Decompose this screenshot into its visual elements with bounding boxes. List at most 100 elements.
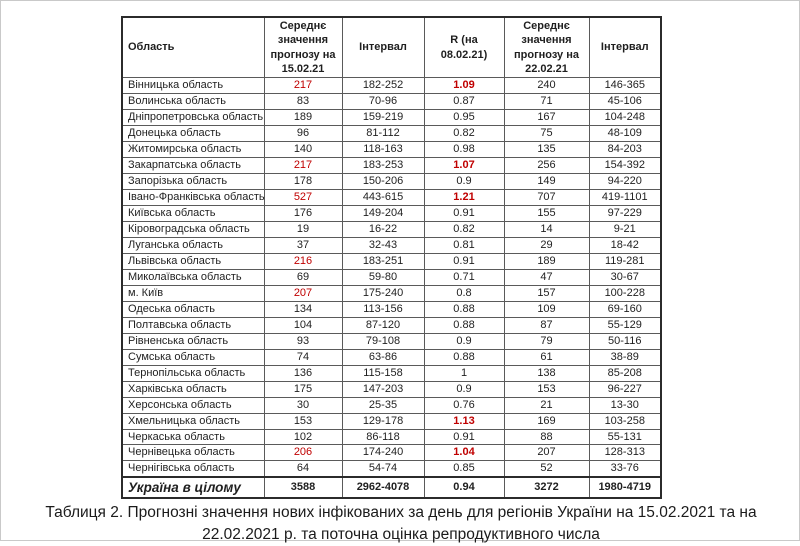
r-value: 0.81 [423,236,505,254]
region-name: Сумська область [121,348,265,366]
interval-15-value: 86-118 [341,428,425,446]
region-name: Вінницька область [121,77,265,95]
forecast-22-value: 707 [503,188,590,206]
interval-22-value: 119-281 [588,252,662,270]
interval-22-value: 104-248 [588,109,662,127]
region-name: Закарпатська область [121,157,265,174]
forecast-15-value: 176 [263,204,343,222]
forecast-15-value: 189 [263,109,343,127]
forecast-15-value: 216 [263,252,343,270]
forecast-15-value: 69 [263,268,343,286]
region-name: м. Київ [121,284,265,302]
interval-22-value: 69-160 [588,300,662,318]
total-interval-22: 1980-4719 [588,476,662,499]
interval-22-value: 154-392 [588,157,662,174]
region-name: Харківська область [121,380,265,398]
forecast-22-value: 157 [503,284,590,302]
forecast-22-value: 149 [503,173,590,190]
r-value: 0.91 [423,252,505,270]
r-value: 0.87 [423,93,505,111]
table-row: Рівненська область 93 79-108 0.9 79 50-116 [121,332,662,350]
r-value: 0.82 [423,220,505,238]
r-value: 0.91 [423,204,505,222]
forecast-22-value: 14 [503,220,590,238]
region-name: Житомирська область [121,141,265,159]
region-name: Хмельницька область [121,412,265,430]
r-value: 0.98 [423,141,505,159]
interval-22-value: 103-258 [588,412,662,430]
table-row: Тернопільська область 136 115-158 1 138 85-20… [121,364,662,382]
interval-15-value: 54-74 [341,460,425,478]
r-value: 1.07 [423,157,505,174]
r-value: 0.8 [423,284,505,302]
forecast-15-value: 93 [263,332,343,350]
region-name: Запорізька область [121,173,265,190]
forecast-15-value: 19 [263,220,343,238]
forecast-22-value: 75 [503,125,590,143]
interval-22-value: 33-76 [588,460,662,478]
forecast-15-value: 178 [263,173,343,190]
region-name: Чернівецька область [121,444,265,462]
forecast-22-value: 207 [503,444,590,462]
forecast-22-value: 167 [503,109,590,127]
forecast-22-value: 71 [503,93,590,111]
region-name: Рівненська область [121,332,265,350]
caption-line-2: 22.02.2021 р. та поточна оцінка репродук… [202,526,600,543]
forecast-22-value: 79 [503,332,590,350]
r-value: 0.88 [423,316,505,334]
forecast-22-value: 52 [503,460,590,478]
r-value: 1.09 [423,77,505,95]
table-row: Кіровоградська область 19 16-22 0.82 14 9-21 [121,220,662,238]
r-value: 0.88 [423,300,505,318]
r-value: 0.76 [423,396,505,414]
forecast-22-value: 21 [503,396,590,414]
region-name: Івано-Франківська область [121,188,265,206]
table-row: Луганська область 37 32-43 0.81 29 18-42 [121,236,662,254]
interval-15-value: 63-86 [341,348,425,366]
interval-15-value: 115-158 [341,364,425,382]
table-row: Миколаївська область 69 59-80 0.71 47 30-67 [121,268,662,286]
forecast-15-value: 37 [263,236,343,254]
interval-22-value: 50-116 [588,332,662,350]
interval-15-value: 16-22 [341,220,425,238]
forecast-22-value: 135 [503,141,590,159]
table-row: Чернівецька область 206 174-240 1.04 207 128-… [121,444,662,462]
interval-22-value: 97-229 [588,204,662,222]
forecast-15-value: 30 [263,396,343,414]
forecast-15-value: 175 [263,380,343,398]
interval-22-value: 18-42 [588,236,662,254]
header-interval-15: Інтервал [341,16,425,79]
table-row: Дніпропетровська область 189 159-219 0.95 16… [121,109,662,127]
forecast-22-value: 29 [503,236,590,254]
table-row: Житомирська область 140 118-163 0.98 135 84-2… [121,141,662,159]
interval-22-value: 419-1101 [588,188,662,206]
region-name: Миколаївська область [121,268,265,286]
header-forecast-22: Середнє значення прогнозу на 22.02.21 [503,16,590,79]
region-name: Тернопільська область [121,364,265,382]
r-value: 0.9 [423,380,505,398]
r-value: 0.9 [423,173,505,190]
region-name: Київська область [121,204,265,222]
interval-15-value: 147-203 [341,380,425,398]
table-row: Херсонська область 30 25-35 0.76 21 13-30 [121,396,662,414]
r-value: 1.04 [423,444,505,462]
interval-15-value: 118-163 [341,141,425,159]
region-name: Волинська область [121,93,265,111]
forecast-22-value: 155 [503,204,590,222]
table-row: Чернігівська область 64 54-74 0.85 52 33-76 [121,460,662,478]
header-region: Область [121,16,265,79]
forecast-table: Область Середнє значення прогнозу на 15.… [121,16,662,500]
table-row: Львівська область 216 183-251 0.91 189 119-28… [121,252,662,270]
interval-15-value: 129-178 [341,412,425,430]
header-interval-22: Інтервал [588,16,662,79]
r-value: 0.95 [423,109,505,127]
interval-15-value: 32-43 [341,236,425,254]
region-name: Черкаська область [121,428,265,446]
forecast-15-value: 83 [263,93,343,111]
interval-15-value: 183-251 [341,252,425,270]
interval-22-value: 55-129 [588,316,662,334]
interval-15-value: 443-615 [341,188,425,206]
forecast-22-value: 47 [503,268,590,286]
interval-15-value: 113-156 [341,300,425,318]
interval-22-value: 9-21 [588,220,662,238]
